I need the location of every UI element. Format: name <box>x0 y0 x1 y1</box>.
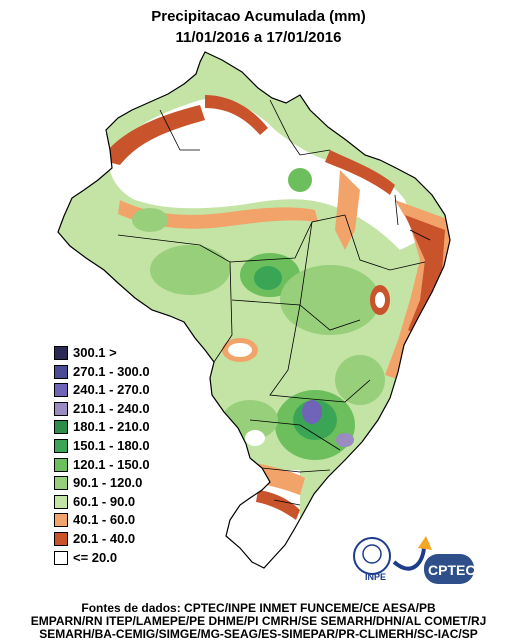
data-sources: Fontes de dados: CPTEC/INPE INMET FUNCEM… <box>0 602 517 641</box>
inpe-logo-text: INPE <box>365 572 386 582</box>
legend-label: 20.1 - 40.0 <box>73 531 136 546</box>
map-title-line2: 11/01/2016 a 17/01/2016 <box>175 29 342 46</box>
sources-line1: Fontes de dados: CPTEC/INPE INMET FUNCEM… <box>81 601 436 615</box>
map-title: Precipitacao Acumulada (mm) 11/01/2016 a… <box>0 6 517 48</box>
legend-swatch <box>54 383 68 398</box>
legend-swatch <box>54 532 68 546</box>
legend-swatch <box>54 476 68 491</box>
legend-swatch <box>54 420 68 435</box>
legend-item: <= 20.0 <box>54 549 254 569</box>
legend-label: 60.1 - 90.0 <box>73 493 136 509</box>
legend-swatch <box>54 550 68 565</box>
legend-item: 40.1 - 60.0 <box>54 512 254 531</box>
legend-item: 20.1 - 40.0 <box>54 531 254 550</box>
legend-label: 210.1 - 240.0 <box>73 400 150 416</box>
legend-label: 240.1 - 270.0 <box>73 382 150 398</box>
legend-swatch <box>54 457 68 472</box>
legend-swatch <box>54 439 68 453</box>
legend-label: 40.1 - 60.0 <box>73 512 136 528</box>
legend-swatch <box>54 364 68 379</box>
legend-item: 90.1 - 120.0 <box>54 475 254 494</box>
legend-item: 210.1 - 240.0 <box>54 400 254 420</box>
legend-item: 60.1 - 90.0 <box>54 493 254 513</box>
legend-label: 150.1 - 180.0 <box>73 438 150 453</box>
legend-item: 120.1 - 150.0 <box>54 456 254 476</box>
sources-line2: EMPARN/RN ITEP/LAMEPE/PE DHME/PI CMRH/SE… <box>30 614 487 628</box>
sources-line3: SEMARH/BA-CEMIG/SIMGE/MG-SEAG/ES-SIMEPAR… <box>39 627 478 641</box>
legend-item: 270.1 - 300.0 <box>54 363 254 383</box>
legend-label: <= 20.0 <box>73 549 118 565</box>
legend-swatch <box>54 513 68 528</box>
legend-label: 90.1 - 120.0 <box>73 475 143 491</box>
legend-swatch <box>54 401 68 416</box>
legend-item: 240.1 - 270.0 <box>54 382 254 401</box>
legend-label: 300.1 > <box>73 345 117 360</box>
legend-item: 300.1 > <box>54 345 254 364</box>
logos: INPE CPTEC <box>348 532 476 595</box>
legend-item: 150.1 - 180.0 <box>54 438 254 457</box>
legend-label: 120.1 - 150.0 <box>73 456 150 472</box>
legend-label: 270.1 - 300.0 <box>73 363 150 379</box>
map-title-line1: Precipitacao Acumulada (mm) <box>151 8 366 25</box>
logo-graphic: INPE CPTEC <box>353 536 475 584</box>
cptec-logo-text: CPTEC <box>428 562 475 578</box>
legend-swatch <box>54 346 68 360</box>
map-borders <box>57 51 451 569</box>
legend-item: 180.1 - 210.0 <box>54 419 254 438</box>
legend-swatch <box>54 494 68 509</box>
legend-label: 180.1 - 210.0 <box>73 419 150 435</box>
